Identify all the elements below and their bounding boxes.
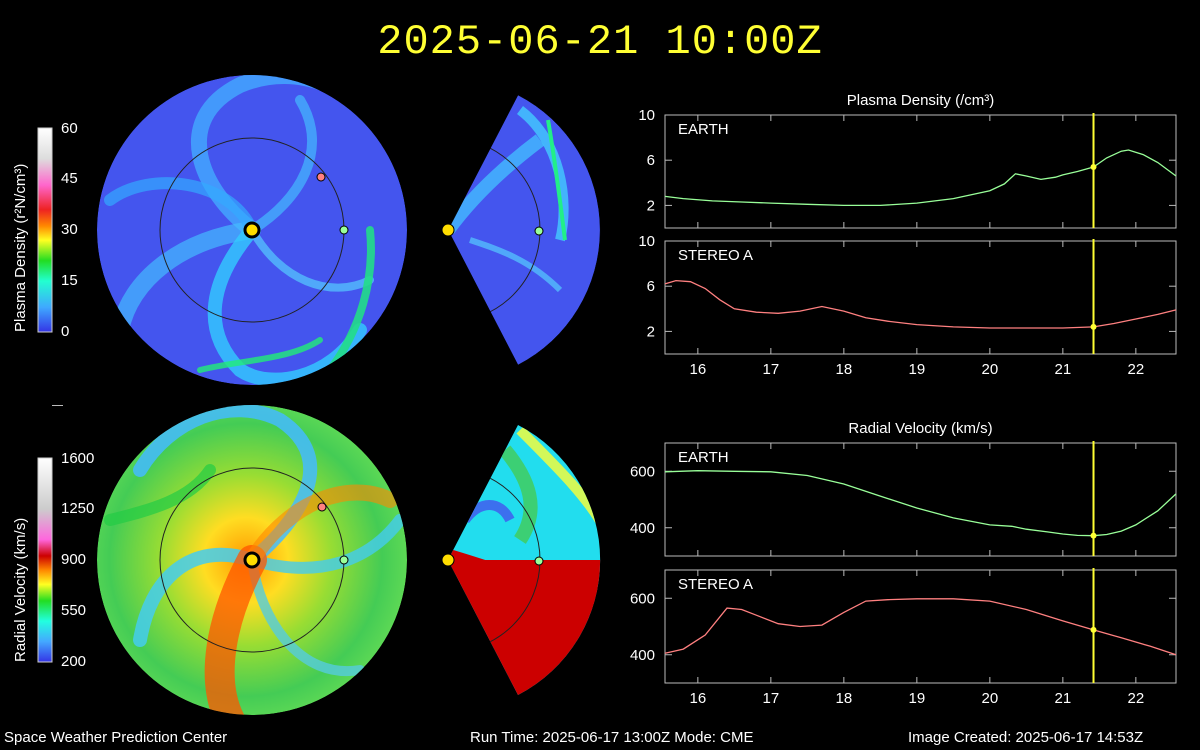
current-value-dot bbox=[1090, 532, 1097, 539]
y-tick-label: 600 bbox=[630, 463, 655, 480]
y-tick-label: 6 bbox=[647, 278, 655, 295]
panel-frame bbox=[664, 569, 1177, 684]
panel-label: EARTH bbox=[678, 121, 729, 138]
x-tick-label: 20 bbox=[982, 361, 999, 378]
x-tick-label: 16 bbox=[690, 361, 707, 378]
x-tick-label: 22 bbox=[1128, 690, 1145, 707]
x-tick-label: 16 bbox=[690, 690, 707, 707]
y-tick-label: 2 bbox=[647, 323, 655, 340]
series-line bbox=[664, 149, 1177, 207]
y-tick-label: 400 bbox=[630, 647, 655, 664]
panel-label: EARTH bbox=[678, 449, 729, 466]
y-tick-label: 6 bbox=[647, 152, 655, 169]
footer-org: Space Weather Prediction Center bbox=[4, 729, 228, 746]
series-line bbox=[664, 279, 1177, 329]
panel-frame bbox=[664, 114, 1177, 229]
chart-title: Radial Velocity (km/s) bbox=[848, 420, 992, 437]
x-tick-label: 17 bbox=[763, 361, 780, 378]
footer-run-time: Run Time: 2025-06-17 13:00Z Mode: CME bbox=[470, 729, 754, 746]
series-line bbox=[664, 598, 1177, 656]
divider-dash bbox=[52, 405, 63, 406]
density-tick: 30 bbox=[61, 221, 78, 238]
velocity-tick: 550 bbox=[61, 602, 87, 619]
x-tick-label: 19 bbox=[909, 690, 926, 707]
density-tick: 60 bbox=[61, 120, 78, 137]
footer-image-created: Image Created: 2025-06-17 14:53Z bbox=[908, 729, 1144, 746]
chart-title: Plasma Density (/cm³) bbox=[847, 92, 995, 109]
velocity-tick: 1600 bbox=[61, 450, 95, 467]
panel-label: STEREO A bbox=[678, 576, 753, 593]
series-line bbox=[664, 470, 1177, 537]
density-tick: 45 bbox=[61, 170, 78, 187]
current-value-dot bbox=[1090, 323, 1097, 330]
panel-frame bbox=[664, 442, 1177, 557]
x-tick-label: 21 bbox=[1055, 361, 1072, 378]
y-tick-label: 10 bbox=[638, 233, 655, 250]
x-tick-label: 21 bbox=[1055, 690, 1072, 707]
x-tick-label: 18 bbox=[836, 361, 853, 378]
panel-frame bbox=[664, 240, 1177, 355]
current-value-dot bbox=[1090, 626, 1097, 633]
timestamp-title: 2025-06-21 10:00Z bbox=[377, 18, 823, 66]
y-tick-label: 600 bbox=[630, 590, 655, 607]
density-tick: 15 bbox=[61, 272, 78, 289]
x-tick-label: 17 bbox=[763, 690, 780, 707]
velocity-tick: 200 bbox=[61, 653, 87, 670]
y-tick-label: 2 bbox=[647, 197, 655, 214]
x-tick-label: 19 bbox=[909, 361, 926, 378]
x-tick-label: 18 bbox=[836, 690, 853, 707]
velocity-tick: 1250 bbox=[61, 500, 95, 517]
density-tick: 0 bbox=[61, 323, 70, 340]
x-tick-label: 22 bbox=[1128, 361, 1145, 378]
velocity-tick: 900 bbox=[61, 551, 87, 568]
x-tick-label: 20 bbox=[982, 690, 999, 707]
current-value-dot bbox=[1090, 163, 1097, 170]
y-tick-label: 400 bbox=[630, 520, 655, 537]
panel-label: STEREO A bbox=[678, 247, 753, 264]
y-tick-label: 10 bbox=[638, 107, 655, 124]
